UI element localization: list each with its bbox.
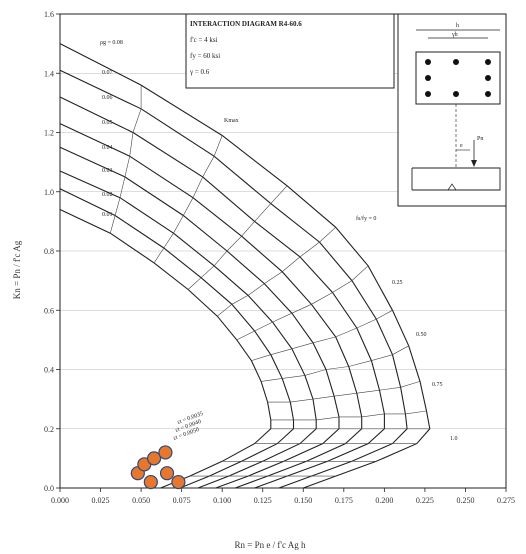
highlight-marker [158,445,173,460]
marker-layer [130,445,186,490]
cross-line [110,85,142,234]
x-tick-label: 0.150 [294,496,312,505]
legend-box: INTERACTION DIAGRAM R4-60.6 f'c = 4 ksi … [185,13,395,89]
x-tick-label: 0.075 [173,496,191,505]
y-tick-label: 1.2 [44,129,54,138]
curve-label-4: 0.04 [102,145,113,151]
curve-label-7: 0.01 [102,212,113,218]
legend-line-1: f'c = 4 ksi [190,36,218,44]
x-tick-label: 0.100 [213,496,231,505]
y-tick-label: 0.8 [44,247,54,256]
y-tick-label: 0.2 [44,425,54,434]
inset-e-label: e [460,143,463,149]
y-tick-label: 0.4 [44,366,54,375]
x-tick-label: 0.025 [92,496,110,505]
ratio-label-075: 0.75 [432,382,443,388]
ratio-label-050: 0.50 [416,332,427,338]
cross-line [261,345,409,382]
curve-label-0: ρg = 0.08 [100,40,123,46]
ratio-label-025: 0.25 [392,280,403,286]
cross-line [267,381,421,403]
ratio-label-0: fs/fy = 0 [356,215,376,222]
chart-title: INTERACTION DIAGRAM R4-60.6 [190,20,302,28]
x-tick-label: 0.000 [51,496,69,505]
cross-line [236,265,369,341]
y-tick-label: 1.6 [44,10,54,19]
curve-label-5: 0.03 [102,168,113,174]
y-axis-label: Kn = Pn / f'c Ag [12,240,22,299]
y-tick-label: 1.4 [44,69,54,78]
x-axis-label: Rn = Pn e / f'c Ag h [235,540,306,550]
cross-line [187,185,288,290]
inset-pn-label: Pn [477,136,483,142]
x-tick-label: 0.125 [254,496,272,505]
y-tick-label: 1.0 [44,188,54,197]
ratio-label-kmax: Kmax [224,118,239,124]
y-tick-label: 0.0 [44,484,54,493]
curve-layer [59,43,431,489]
highlight-marker [159,466,175,481]
highlight-marker [171,474,186,490]
cross-line [251,310,393,361]
x-tick-label: 0.225 [416,496,434,505]
curve-label-6: 0.02 [102,192,113,198]
y-tick-label: 0.6 [44,306,54,315]
legend-line-2: fy = 60 ksi [190,52,220,60]
highlight-marker [143,474,158,490]
cross-line [270,410,427,421]
column-section-inset: h γh e Pn [397,13,507,207]
x-tick-label: 0.250 [456,496,474,505]
axis-layer: 0.000 0.025 0.050 0.075 0.100 0.125 0.150 0.175… [44,10,515,505]
highlight-marker [146,451,162,466]
x-tick-label: 0.050 [132,496,150,505]
curve-label-3: 0.05 [102,120,113,126]
x-tick-label: 0.175 [335,496,353,505]
cross-line [217,227,336,317]
legend-line-3: γ = 0.6 [189,68,210,76]
ratio-label-10: 1.0 [450,436,458,442]
inset-gamma-h-label: γh [451,32,458,38]
x-tick-label: 0.275 [497,496,515,505]
x-tick-label: 0.200 [375,496,393,505]
cross-line [153,135,223,264]
curve-label-2: 0.06 [102,95,113,101]
curve-label-1: 0.07 [102,70,113,76]
inset-h-label: h [456,23,459,29]
